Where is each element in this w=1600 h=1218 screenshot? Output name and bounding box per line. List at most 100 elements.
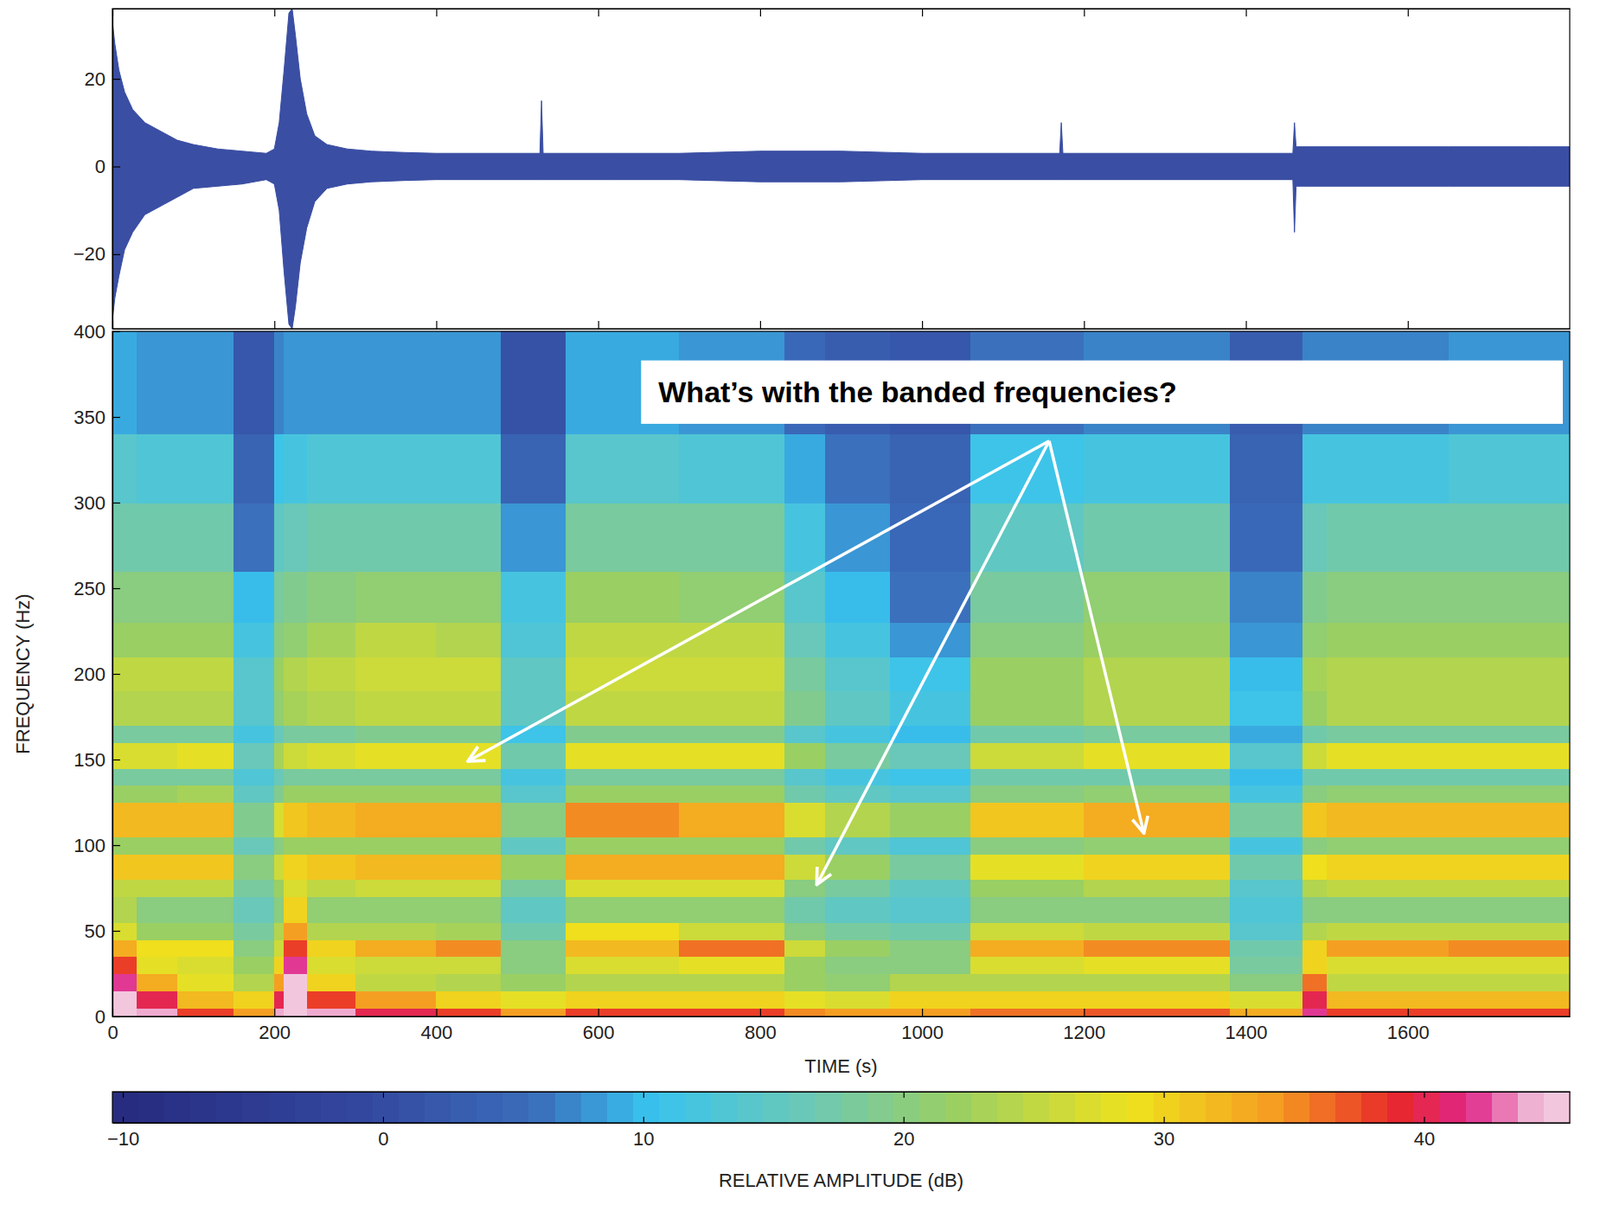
heatmap-cell bbox=[112, 896, 138, 922]
axis bbox=[113, 320, 1571, 330]
heatmap-cell bbox=[233, 502, 275, 572]
tick: 50 bbox=[84, 920, 121, 942]
heatmap-cell bbox=[1326, 921, 1449, 940]
heatmap-cell bbox=[825, 434, 890, 504]
heatmap-cell bbox=[500, 853, 566, 880]
tick: 0 bbox=[107, 1008, 118, 1044]
heatmap-cell bbox=[112, 434, 138, 504]
heatmap-cell bbox=[825, 1007, 890, 1017]
tick: 200 bbox=[258, 1008, 291, 1044]
heatmap-cell bbox=[233, 570, 275, 623]
heatmap-cell bbox=[355, 724, 437, 743]
tick-mark bbox=[274, 320, 276, 329]
heatmap-cell bbox=[1326, 836, 1449, 854]
heatmap-cell bbox=[177, 896, 235, 922]
heatmap-cell bbox=[500, 785, 566, 803]
heatmap-cell bbox=[1326, 853, 1449, 880]
heatmap-cell bbox=[136, 656, 178, 692]
heatmap-cell bbox=[112, 802, 138, 838]
tick-label: 300 bbox=[73, 492, 106, 514]
heatmap-cell bbox=[784, 434, 826, 504]
tick bbox=[598, 320, 600, 329]
colorbar-step bbox=[1257, 1091, 1285, 1123]
heatmap-cell bbox=[112, 939, 138, 957]
heatmap-cell bbox=[233, 331, 275, 435]
heatmap-cell bbox=[274, 1007, 285, 1017]
heatmap-cell bbox=[678, 802, 785, 838]
heatmap-cell bbox=[307, 622, 357, 658]
tick-mark bbox=[435, 320, 437, 329]
tick bbox=[1246, 320, 1248, 329]
colorbar-title: RELATIVE AMPLITUDE (dB) bbox=[718, 1169, 964, 1191]
tick bbox=[1083, 320, 1085, 329]
heatmap-cell bbox=[784, 836, 826, 854]
tick bbox=[921, 8, 923, 17]
tick-mark bbox=[760, 320, 762, 329]
heatmap-cell bbox=[1326, 879, 1449, 897]
tick: 250 bbox=[73, 577, 121, 600]
tick-mark bbox=[112, 1008, 114, 1017]
tick-label: 100 bbox=[73, 834, 106, 857]
heatmap-cell bbox=[177, 990, 235, 1008]
tick-mark bbox=[903, 1116, 905, 1123]
heatmap-cell bbox=[355, 802, 437, 838]
heatmap-cell bbox=[233, 656, 275, 692]
heatmap-cell bbox=[233, 434, 275, 504]
heatmap-cell bbox=[233, 802, 275, 838]
colorbar-step bbox=[788, 1091, 816, 1123]
figure: −200200501001502002503003504000200400600… bbox=[0, 0, 1600, 1218]
heatmap-cell bbox=[1448, 502, 1570, 572]
heatmap-cell bbox=[1229, 785, 1304, 803]
heatmap-cell bbox=[970, 921, 1085, 940]
heatmap-cell bbox=[678, 622, 785, 658]
heatmap-cell bbox=[678, 724, 785, 743]
tick-mark bbox=[112, 844, 121, 846]
heatmap-cell bbox=[1229, 1007, 1304, 1017]
heatmap-cell bbox=[784, 973, 826, 992]
waveform bbox=[112, 8, 1570, 329]
tick: 300 bbox=[73, 492, 121, 514]
heatmap-cell bbox=[565, 921, 680, 940]
tick bbox=[1424, 1091, 1426, 1098]
colorbar-step bbox=[476, 1091, 504, 1123]
heatmap-cell bbox=[565, 570, 680, 623]
heatmap-cell bbox=[565, 973, 680, 992]
heatmap-cell bbox=[307, 656, 357, 692]
heatmap-cell bbox=[565, 502, 680, 572]
tick-label: −10 bbox=[107, 1127, 140, 1150]
heatmap-cell bbox=[274, 802, 285, 838]
heatmap-cell bbox=[283, 836, 308, 854]
heatmap-cell bbox=[274, 956, 285, 974]
heatmap-cell bbox=[500, 1007, 566, 1017]
heatmap-cell bbox=[1302, 973, 1328, 992]
heatmap-cell bbox=[565, 768, 680, 786]
colorbar-step bbox=[555, 1091, 583, 1123]
axis-line bbox=[113, 328, 1571, 330]
heatmap-cell bbox=[355, 331, 437, 435]
heatmap-cell bbox=[112, 502, 138, 572]
heatmap-cell bbox=[1302, 836, 1328, 854]
heatmap-cell bbox=[1229, 853, 1304, 880]
colorbar-step bbox=[190, 1091, 218, 1123]
heatmap-cell bbox=[825, 724, 890, 743]
heatmap-cell bbox=[283, 896, 308, 922]
colorbar-step bbox=[268, 1091, 296, 1123]
annotation-arrow bbox=[1049, 441, 1145, 833]
tick bbox=[1083, 8, 1085, 17]
tick-mark bbox=[435, 8, 437, 17]
heatmap-cell bbox=[784, 724, 826, 743]
heatmap-cell bbox=[435, 939, 501, 957]
heatmap-cell bbox=[1326, 622, 1449, 658]
heatmap-cell bbox=[1326, 802, 1449, 838]
tick bbox=[1408, 320, 1409, 329]
heatmap-cell bbox=[970, 879, 1085, 897]
annotation-arrow bbox=[816, 441, 1050, 885]
heatmap-cell bbox=[565, 853, 680, 880]
heatmap-cell bbox=[1229, 921, 1304, 940]
tick-mark bbox=[1245, 1008, 1247, 1017]
heatmap-cell bbox=[1448, 973, 1570, 992]
tick-mark bbox=[903, 1091, 905, 1098]
tick: −20 bbox=[73, 243, 121, 265]
heatmap-cell bbox=[678, 1007, 785, 1017]
heatmap-cell bbox=[1083, 990, 1230, 1008]
